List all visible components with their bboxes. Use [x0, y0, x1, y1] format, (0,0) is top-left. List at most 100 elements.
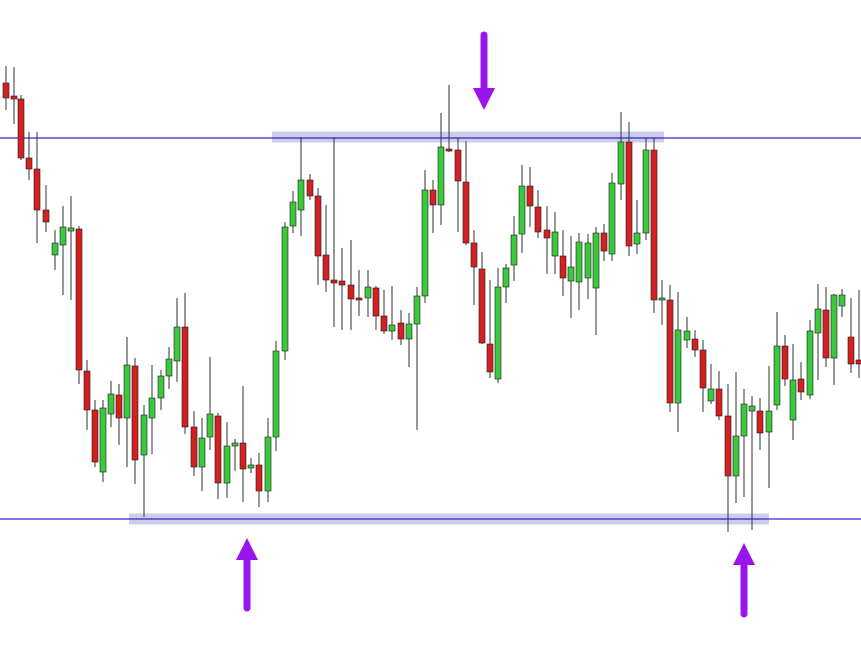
candle — [781, 335, 789, 386]
candle-body-bear — [797, 378, 805, 393]
resistance-zone — [272, 131, 664, 143]
candle-body-bull — [518, 185, 526, 235]
candle — [765, 366, 773, 488]
candle — [214, 413, 222, 499]
candle — [650, 138, 658, 313]
candle-body-bear — [822, 309, 830, 359]
candle — [297, 137, 305, 236]
candle-body-bull — [567, 266, 575, 282]
candle — [470, 230, 478, 305]
candle-body-bull — [765, 410, 773, 433]
candle-body-bull — [789, 379, 797, 421]
candle — [190, 411, 198, 476]
candle — [575, 233, 583, 310]
candle-body-bear — [214, 415, 222, 484]
candle — [797, 362, 805, 400]
candle-body-bear — [543, 229, 551, 239]
candle-body-bull — [364, 286, 372, 299]
candle-body-bear — [10, 95, 18, 100]
candle-body-bull — [231, 442, 239, 447]
candle — [691, 330, 699, 357]
candle — [17, 95, 25, 160]
candle — [830, 294, 838, 385]
candle-body-bull — [502, 267, 510, 288]
candle-body-bull — [272, 350, 280, 438]
candle-body-bear — [75, 228, 83, 371]
candle — [107, 381, 115, 427]
candle — [255, 453, 263, 507]
candle — [413, 287, 421, 430]
candle — [2, 66, 10, 110]
candle-body-bear — [239, 442, 247, 470]
candle — [724, 384, 732, 532]
candle-body-bear — [691, 338, 699, 351]
candle-body-bull — [748, 405, 756, 412]
candle — [91, 400, 99, 467]
candle — [756, 398, 764, 450]
candle — [405, 313, 413, 367]
candle — [617, 112, 625, 200]
candle — [437, 113, 445, 225]
candle — [633, 200, 641, 254]
candle-body-bull — [59, 226, 67, 246]
candle — [462, 141, 470, 245]
candle-body-bull — [437, 146, 445, 206]
candle-body-bear — [462, 181, 470, 244]
candle — [10, 67, 18, 124]
candle-body-bear — [42, 209, 50, 223]
candle-body-bull — [405, 323, 413, 340]
candle-body-bear — [397, 322, 405, 340]
candle — [157, 370, 165, 410]
candle-body-bear — [625, 141, 633, 247]
candle-body-bull — [674, 329, 682, 404]
candle — [510, 216, 518, 281]
candle-body-bull — [165, 358, 173, 377]
candle-body-bear — [699, 349, 707, 389]
candles-layer — [2, 66, 861, 532]
candle — [364, 270, 372, 317]
candle — [642, 138, 650, 240]
candle — [67, 196, 75, 300]
candle — [773, 312, 781, 410]
candle — [42, 185, 50, 232]
candle — [281, 222, 289, 360]
candle-body-bull — [633, 232, 641, 245]
candle-body-bull — [658, 297, 666, 301]
candle-body-bear — [190, 426, 198, 468]
candle — [551, 212, 559, 274]
candle-body-bull — [830, 294, 838, 359]
candle-body-bear — [756, 410, 764, 434]
candle — [33, 132, 41, 243]
candle — [25, 132, 33, 180]
candle-body-bear — [715, 388, 723, 417]
candle-body-bear — [338, 280, 346, 286]
down-arrow-top — [473, 31, 495, 110]
candle — [658, 280, 666, 325]
candle — [347, 240, 355, 330]
candle — [380, 290, 388, 334]
candle — [165, 347, 173, 389]
candle-body-bear — [131, 365, 139, 461]
candle-body-bull — [173, 326, 181, 362]
candle-body-bear — [355, 297, 363, 301]
candle — [372, 286, 380, 330]
candle — [454, 138, 462, 232]
candle-body-bear — [2, 82, 10, 99]
candle-body-bear — [781, 345, 789, 380]
candle-body-bull — [732, 435, 740, 477]
candle — [206, 357, 214, 450]
candle — [330, 137, 338, 327]
candle — [388, 286, 396, 340]
candle — [421, 170, 429, 303]
candle — [272, 341, 280, 451]
candle-body-bear — [847, 336, 855, 365]
candle — [322, 205, 330, 292]
candle — [740, 389, 748, 497]
candle-body-bull — [281, 226, 289, 352]
arrow-head — [733, 543, 755, 565]
candle-body-bull — [140, 414, 148, 456]
up-arrow-right — [733, 543, 755, 618]
candle — [707, 364, 715, 404]
candle-body-bull — [740, 403, 748, 437]
